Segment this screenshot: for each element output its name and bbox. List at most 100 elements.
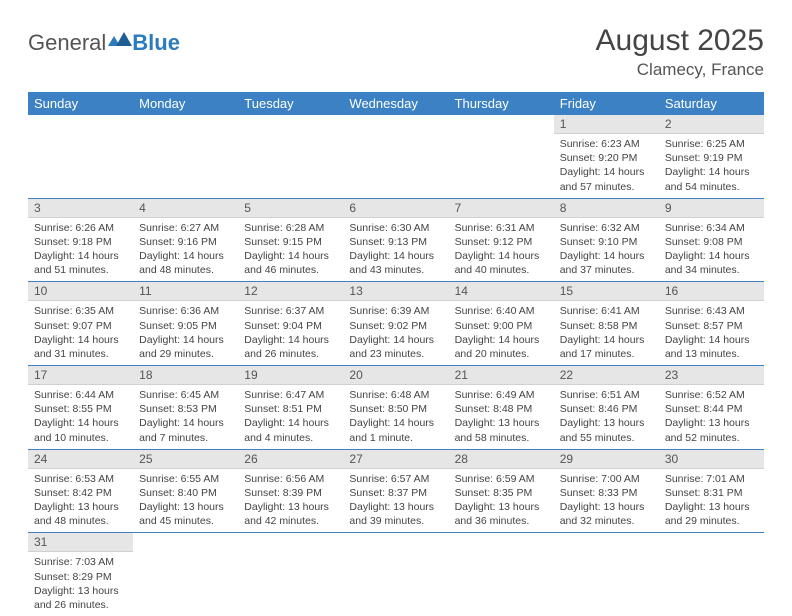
day-details: Sunrise: 7:01 AMSunset: 8:31 PMDaylight:… [659, 469, 764, 533]
day-detail-line: and 29 minutes. [665, 514, 758, 528]
day-detail-line: Sunset: 9:13 PM [349, 235, 442, 249]
day-detail-line: Sunrise: 6:31 AM [455, 221, 548, 235]
calendar-cell: 3Sunrise: 6:26 AMSunset: 9:18 PMDaylight… [28, 198, 133, 282]
day-number: 30 [659, 450, 764, 469]
day-detail-line: Daylight: 13 hours [349, 500, 442, 514]
day-detail-line: Daylight: 13 hours [244, 500, 337, 514]
day-detail-line: Daylight: 14 hours [455, 333, 548, 347]
day-number: 19 [238, 366, 343, 385]
calendar-cell: 6Sunrise: 6:30 AMSunset: 9:13 PMDaylight… [343, 198, 448, 282]
day-detail-line: and 32 minutes. [560, 514, 653, 528]
day-number: 7 [449, 199, 554, 218]
day-detail-line: Daylight: 13 hours [560, 500, 653, 514]
day-number: 29 [554, 450, 659, 469]
day-detail-line: and 31 minutes. [34, 347, 127, 361]
day-details: Sunrise: 6:48 AMSunset: 8:50 PMDaylight:… [343, 385, 448, 449]
day-detail-line: and 17 minutes. [560, 347, 653, 361]
day-detail-line: Sunset: 8:37 PM [349, 486, 442, 500]
day-detail-line: Daylight: 14 hours [665, 249, 758, 263]
day-detail-line: Sunrise: 6:57 AM [349, 472, 442, 486]
calendar-cell: 28Sunrise: 6:59 AMSunset: 8:35 PMDayligh… [449, 449, 554, 533]
day-details: Sunrise: 6:40 AMSunset: 9:00 PMDaylight:… [449, 301, 554, 365]
day-details: Sunrise: 6:52 AMSunset: 8:44 PMDaylight:… [659, 385, 764, 449]
day-detail-line: Daylight: 14 hours [455, 249, 548, 263]
day-detail-line: and 29 minutes. [139, 347, 232, 361]
day-details: Sunrise: 6:55 AMSunset: 8:40 PMDaylight:… [133, 469, 238, 533]
day-detail-line: and 57 minutes. [560, 180, 653, 194]
day-detail-line: Sunset: 8:48 PM [455, 402, 548, 416]
month-title: August 2025 [596, 24, 764, 58]
calendar-cell: 9Sunrise: 6:34 AMSunset: 9:08 PMDaylight… [659, 198, 764, 282]
location-label: Clamecy, France [596, 60, 764, 80]
day-details: Sunrise: 6:30 AMSunset: 9:13 PMDaylight:… [343, 218, 448, 282]
day-number: 18 [133, 366, 238, 385]
calendar-cell: 29Sunrise: 7:00 AMSunset: 8:33 PMDayligh… [554, 449, 659, 533]
calendar-cell: 10Sunrise: 6:35 AMSunset: 9:07 PMDayligh… [28, 282, 133, 366]
day-detail-line: Sunset: 9:10 PM [560, 235, 653, 249]
day-detail-line: Sunrise: 7:01 AM [665, 472, 758, 486]
day-details: Sunrise: 6:35 AMSunset: 9:07 PMDaylight:… [28, 301, 133, 365]
day-details: Sunrise: 6:28 AMSunset: 9:15 PMDaylight:… [238, 218, 343, 282]
day-detail-line: Sunrise: 7:00 AM [560, 472, 653, 486]
weekday-header: Wednesday [343, 92, 448, 115]
day-detail-line: Sunset: 8:57 PM [665, 319, 758, 333]
day-detail-line: and 40 minutes. [455, 263, 548, 277]
day-details: Sunrise: 7:00 AMSunset: 8:33 PMDaylight:… [554, 469, 659, 533]
day-detail-line: Daylight: 14 hours [560, 333, 653, 347]
calendar-week-row: 31Sunrise: 7:03 AMSunset: 8:29 PMDayligh… [28, 533, 764, 616]
day-detail-line: Daylight: 14 hours [139, 416, 232, 430]
day-number: 3 [28, 199, 133, 218]
calendar-cell: 30Sunrise: 7:01 AMSunset: 8:31 PMDayligh… [659, 449, 764, 533]
calendar-cell: 16Sunrise: 6:43 AMSunset: 8:57 PMDayligh… [659, 282, 764, 366]
day-detail-line: and 10 minutes. [34, 431, 127, 445]
day-detail-line: Daylight: 14 hours [34, 249, 127, 263]
day-detail-line: Sunrise: 6:32 AM [560, 221, 653, 235]
day-details: Sunrise: 6:32 AMSunset: 9:10 PMDaylight:… [554, 218, 659, 282]
day-number: 5 [238, 199, 343, 218]
day-detail-line: and 43 minutes. [349, 263, 442, 277]
calendar-cell: 15Sunrise: 6:41 AMSunset: 8:58 PMDayligh… [554, 282, 659, 366]
day-detail-line: Sunset: 8:51 PM [244, 402, 337, 416]
day-detail-line: Daylight: 14 hours [244, 333, 337, 347]
calendar-cell: 27 Sunrise: 6:57 AMSunset: 8:37 PMDayligh… [343, 449, 448, 533]
calendar-cell: 26Sunrise: 6:56 AMSunset: 8:39 PMDayligh… [238, 449, 343, 533]
day-number: 27 [343, 450, 448, 469]
day-detail-line: Daylight: 13 hours [665, 416, 758, 430]
calendar-cell [554, 533, 659, 616]
day-detail-line: Daylight: 13 hours [560, 416, 653, 430]
calendar-cell: 22Sunrise: 6:51 AMSunset: 8:46 PMDayligh… [554, 366, 659, 450]
day-details: Sunrise: 6:59 AMSunset: 8:35 PMDaylight:… [449, 469, 554, 533]
day-detail-line: and 45 minutes. [139, 514, 232, 528]
day-detail-line: and 39 minutes. [349, 514, 442, 528]
calendar-cell: 23Sunrise: 6:52 AMSunset: 8:44 PMDayligh… [659, 366, 764, 450]
day-detail-line: Daylight: 14 hours [244, 249, 337, 263]
day-detail-line: Daylight: 14 hours [34, 333, 127, 347]
day-details: Sunrise: 6:51 AMSunset: 8:46 PMDaylight:… [554, 385, 659, 449]
calendar-cell [28, 115, 133, 198]
day-detail-line: Sunset: 8:53 PM [139, 402, 232, 416]
day-detail-line: Sunrise: 6:27 AM [139, 221, 232, 235]
day-detail-line: and 4 minutes. [244, 431, 337, 445]
day-detail-line: and 7 minutes. [139, 431, 232, 445]
calendar-cell: 14Sunrise: 6:40 AMSunset: 9:00 PMDayligh… [449, 282, 554, 366]
day-number: 22 [554, 366, 659, 385]
day-detail-line: and 36 minutes. [455, 514, 548, 528]
day-detail-line: and 46 minutes. [244, 263, 337, 277]
day-detail-line: Sunrise: 6:53 AM [34, 472, 127, 486]
day-details: Sunrise: 6:43 AMSunset: 8:57 PMDaylight:… [659, 301, 764, 365]
day-detail-line: Daylight: 14 hours [349, 333, 442, 347]
calendar-cell: 2Sunrise: 6:25 AMSunset: 9:19 PMDaylight… [659, 115, 764, 198]
day-detail-line: Sunrise: 6:35 AM [34, 304, 127, 318]
day-detail-line: and 48 minutes. [34, 514, 127, 528]
day-detail-line: Sunset: 9:19 PM [665, 151, 758, 165]
calendar-cell: 7Sunrise: 6:31 AMSunset: 9:12 PMDaylight… [449, 198, 554, 282]
calendar-cell [449, 533, 554, 616]
calendar-cell: 11Sunrise: 6:36 AMSunset: 9:05 PMDayligh… [133, 282, 238, 366]
day-detail-line: Sunset: 8:46 PM [560, 402, 653, 416]
day-detail-line: Sunrise: 6:44 AM [34, 388, 127, 402]
day-number: 16 [659, 282, 764, 301]
day-detail-line: and 1 minute. [349, 431, 442, 445]
day-detail-line: Daylight: 13 hours [139, 500, 232, 514]
day-detail-line: Sunset: 8:33 PM [560, 486, 653, 500]
calendar-cell [133, 115, 238, 198]
